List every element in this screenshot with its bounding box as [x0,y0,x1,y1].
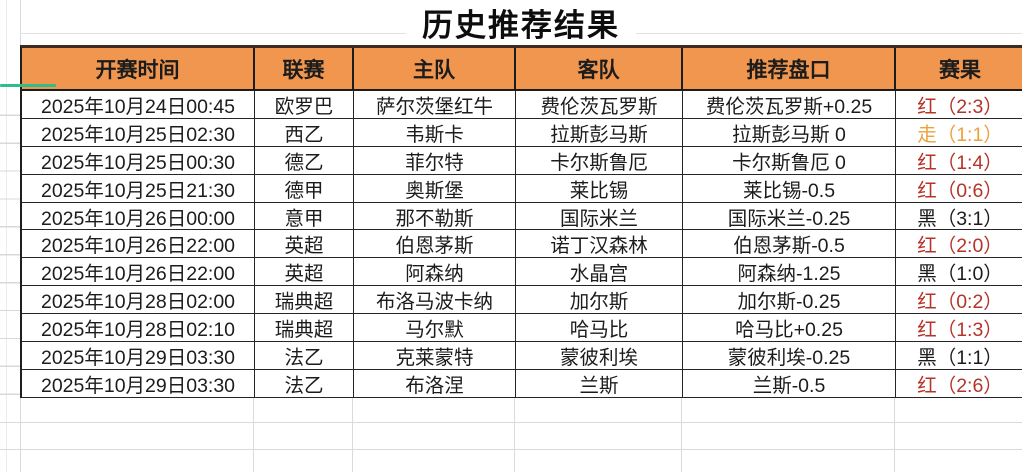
gridline-vertical [894,395,895,472]
cell-handicap[interactable]: 卡尔斯鲁厄 0 [683,146,896,175]
header-cell-away[interactable]: 客队 [516,48,683,91]
cell-away[interactable]: 诺丁汉森林 [516,230,683,259]
header-cell-handicap[interactable]: 推荐盘口 [683,48,896,91]
cell-handicap[interactable]: 阿森纳-1.25 [683,258,896,287]
table-header-row: 开赛时间 联赛 主队 客队 推荐盘口 赛果 [22,48,1022,91]
cell-time[interactable]: 2025年10月25日00:30 [22,146,255,175]
cell-league[interactable]: 德甲 [255,174,354,203]
table-row: 2025年10月26日00:00 意甲 那不勒斯 国际米兰 国际米兰-0.25 … [22,202,1022,231]
cell-handicap[interactable]: 兰斯-0.5 [683,369,896,398]
table-row: 2025年10月29日03:30 法乙 布洛涅 兰斯 兰斯-0.5 红（2:6） [22,369,1022,398]
cell-league[interactable]: 欧罗巴 [255,91,354,119]
row-header-strip [0,88,20,395]
cell-home[interactable]: 萨尔茨堡红牛 [354,91,516,119]
cell-handicap[interactable]: 费伦茨瓦罗斯+0.25 [683,91,896,119]
table-row: 2025年10月25日21:30 德甲 奥斯堡 莱比锡 莱比锡-0.5 红（0:… [22,174,1022,203]
cell-result[interactable]: 红（1:4） [896,146,1022,175]
cell-league[interactable]: 法乙 [255,342,354,370]
cell-handicap[interactable]: 国际米兰-0.25 [683,202,896,231]
cell-away[interactable]: 哈马比 [516,314,683,343]
cell-home[interactable]: 克莱蒙特 [354,342,516,370]
cell-league[interactable]: 瑞典超 [255,286,354,315]
cell-time[interactable]: 2025年10月28日02:00 [22,286,255,315]
cell-home[interactable]: 菲尔特 [354,146,516,175]
cell-time[interactable]: 2025年10月29日03:30 [22,369,255,398]
cell-home[interactable]: 阿森纳 [354,258,516,287]
cell-league[interactable]: 英超 [255,230,354,259]
cell-handicap[interactable]: 哈马比+0.25 [683,314,896,343]
header-cell-result[interactable]: 赛果 [896,48,1022,91]
gridline-horizontal [0,449,1022,450]
cell-time[interactable]: 2025年10月28日02:10 [22,314,255,343]
table-row: 2025年10月28日02:00 瑞典超 布洛马波卡纳 加尔斯 加尔斯-0.25… [22,286,1022,315]
gridline-vertical [681,395,682,472]
cell-handicap[interactable]: 加尔斯-0.25 [683,286,896,315]
cell-time[interactable]: 2025年10月25日21:30 [22,174,255,203]
freeze-pane-indicator [0,84,56,87]
cell-league[interactable]: 意甲 [255,202,354,231]
cell-handicap[interactable]: 莱比锡-0.5 [683,174,896,203]
gridline-horizontal [0,422,1022,423]
cell-result[interactable]: 红（0:6） [896,174,1022,203]
cell-league[interactable]: 法乙 [255,369,354,398]
page-title-text: 历史推荐结果 [406,0,636,45]
cell-home[interactable]: 布洛马波卡纳 [354,286,516,315]
table-row: 2025年10月28日02:10 瑞典超 马尔默 哈马比 哈马比+0.25 红（… [22,314,1022,343]
table-row: 2025年10月26日22:00 英超 伯恩茅斯 诺丁汉森林 伯恩茅斯-0.5 … [22,230,1022,259]
header-cell-time[interactable]: 开赛时间 [22,48,255,91]
cell-result[interactable]: 走（1:1） [896,118,1022,147]
cell-handicap[interactable]: 蒙彼利埃-0.25 [683,342,896,370]
cell-time[interactable]: 2025年10月26日22:00 [22,258,255,287]
cell-result[interactable]: 黑（1:1） [896,342,1022,370]
cell-away[interactable]: 莱比锡 [516,174,683,203]
cell-result[interactable]: 红（0:2） [896,286,1022,315]
cell-result[interactable]: 红（2:6） [896,369,1022,398]
cell-away[interactable]: 水晶宫 [516,258,683,287]
cell-home[interactable]: 那不勒斯 [354,202,516,231]
cell-away[interactable]: 兰斯 [516,369,683,398]
cell-home[interactable]: 布洛涅 [354,369,516,398]
cell-handicap[interactable]: 伯恩茅斯-0.5 [683,230,896,259]
cell-result[interactable]: 黑（3:1） [896,202,1022,231]
table-row: 2025年10月26日22:00 英超 阿森纳 水晶宫 阿森纳-1.25 黑（1… [22,258,1022,287]
gridline-vertical [514,395,515,472]
cell-away[interactable]: 国际米兰 [516,202,683,231]
page-title[interactable]: 历史推荐结果 [20,0,1022,45]
recommendation-table: 开赛时间 联赛 主队 客队 推荐盘口 赛果 2025年10月24日00:45 欧… [20,45,1022,398]
cell-handicap[interactable]: 拉斯彭马斯 0 [683,118,896,147]
header-cell-league[interactable]: 联赛 [255,48,354,91]
cell-time[interactable]: 2025年10月24日00:45 [22,91,255,119]
cell-away[interactable]: 卡尔斯鲁厄 [516,146,683,175]
header-cell-home[interactable]: 主队 [354,48,516,91]
cell-time[interactable]: 2025年10月26日00:00 [22,202,255,231]
cell-time[interactable]: 2025年10月25日02:30 [22,118,255,147]
cell-home[interactable]: 奥斯堡 [354,174,516,203]
cell-result[interactable]: 黑（1:0） [896,258,1022,287]
cell-league[interactable]: 英超 [255,258,354,287]
table-row: 2025年10月29日03:30 法乙 克莱蒙特 蒙彼利埃 蒙彼利埃-0.25 … [22,342,1022,370]
table-row: 2025年10月25日02:30 西乙 韦斯卡 拉斯彭马斯 拉斯彭马斯 0 走（… [22,118,1022,147]
cell-home[interactable]: 马尔默 [354,314,516,343]
cell-away[interactable]: 加尔斯 [516,286,683,315]
cell-result[interactable]: 红（1:3） [896,314,1022,343]
cell-home[interactable]: 伯恩茅斯 [354,230,516,259]
gridline-vertical [352,395,353,472]
cell-away[interactable]: 拉斯彭马斯 [516,118,683,147]
table-row: 2025年10月25日00:30 德乙 菲尔特 卡尔斯鲁厄 卡尔斯鲁厄 0 红（… [22,146,1022,175]
cell-time[interactable]: 2025年10月29日03:30 [22,342,255,370]
gridline-vertical [253,395,254,472]
cell-away[interactable]: 费伦茨瓦罗斯 [516,91,683,119]
cell-time[interactable]: 2025年10月26日22:00 [22,230,255,259]
cell-result[interactable]: 红（2:0） [896,230,1022,259]
cell-league[interactable]: 瑞典超 [255,314,354,343]
cell-away[interactable]: 蒙彼利埃 [516,342,683,370]
cell-result[interactable]: 红（2:3） [896,91,1022,119]
cell-home[interactable]: 韦斯卡 [354,118,516,147]
table-row: 2025年10月24日00:45 欧罗巴 萨尔茨堡红牛 费伦茨瓦罗斯 费伦茨瓦罗… [22,91,1022,119]
cell-league[interactable]: 德乙 [255,146,354,175]
cell-league[interactable]: 西乙 [255,118,354,147]
